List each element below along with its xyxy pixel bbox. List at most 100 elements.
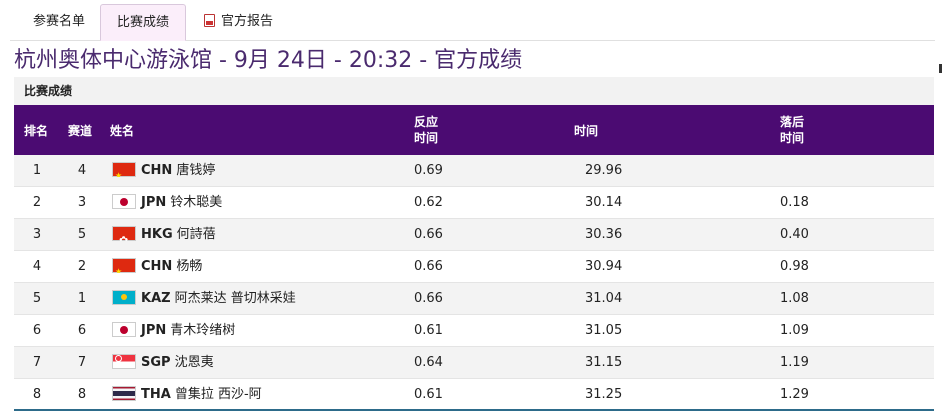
japan-flag-icon xyxy=(112,322,136,337)
column-label: 时间 xyxy=(414,131,439,145)
behind-cell: 1.08 xyxy=(780,291,809,306)
behind-cell: 1.29 xyxy=(780,387,809,402)
scrollbar[interactable] xyxy=(939,64,942,73)
lane-cell: 1 xyxy=(77,291,87,306)
table-row[interactable]: 8 8 THA 曾集拉 西沙-阿 0.61 31.25 1.29 xyxy=(14,379,934,411)
time-cell: 31.04 xyxy=(585,291,623,306)
column-label: 时间 xyxy=(574,123,599,138)
table-header: 排名 赛道 姓名 反应时间 时间 落后时间 xyxy=(14,105,934,155)
thailand-flag-icon xyxy=(112,386,136,401)
column-header-lane[interactable]: 赛道 xyxy=(68,105,92,155)
pdf-icon xyxy=(204,14,215,27)
behind-cell: 0.18 xyxy=(780,195,809,210)
noc-code: SGP xyxy=(141,355,171,370)
tab-label: 比赛成绩 xyxy=(116,15,169,30)
time-cell: 31.05 xyxy=(585,323,623,338)
time-cell: 30.36 xyxy=(585,227,623,242)
table-row[interactable]: 5 1 KAZ 阿杰莱达 普切林采娃 0.66 31.04 1.08 xyxy=(14,283,934,315)
tab-bar: 参赛名单 比赛成绩 官方报告 xyxy=(10,4,935,41)
athlete-name: 曾集拉 西沙-阿 xyxy=(174,387,262,402)
athlete-name: 杨畅 xyxy=(176,259,203,274)
noc-code: CHN xyxy=(141,259,173,274)
column-header-name[interactable]: 姓名 xyxy=(110,105,134,155)
column-label: 赛道 xyxy=(68,123,93,138)
tab-entry-list[interactable]: 参赛名单 xyxy=(20,4,98,40)
athlete-name: 阿杰莱达 普切林采娃 xyxy=(174,291,296,306)
lane-cell: 7 xyxy=(77,355,87,370)
athlete-cell[interactable]: KAZ 阿杰莱达 普切林采娃 xyxy=(112,283,296,314)
column-label: 时间 xyxy=(780,131,805,145)
tab-official-report[interactable]: 官方报告 xyxy=(198,4,298,40)
noc-code: THA xyxy=(141,387,171,402)
rank-cell: 1 xyxy=(32,163,42,178)
lane-cell: 6 xyxy=(77,323,87,338)
lane-cell: 2 xyxy=(77,259,87,274)
kazakhstan-flag-icon xyxy=(112,290,136,305)
reaction-time-cell: 0.61 xyxy=(414,323,443,338)
singapore-flag-icon xyxy=(112,354,136,369)
time-cell: 29.96 xyxy=(585,163,623,178)
page-title: 杭州奥体中心游泳馆 - 9月 24日 - 20:32 - 官方成绩 xyxy=(14,48,523,73)
column-label: 姓名 xyxy=(110,123,135,138)
rank-cell: 2 xyxy=(32,195,42,210)
behind-cell: 0.40 xyxy=(780,227,809,242)
athlete-cell[interactable]: JPN 青木玲绪树 xyxy=(112,315,235,346)
rank-cell: 3 xyxy=(32,227,42,242)
rank-cell: 5 xyxy=(32,291,42,306)
rank-cell: 7 xyxy=(32,355,42,370)
time-cell: 30.94 xyxy=(585,259,623,274)
reaction-time-cell: 0.61 xyxy=(414,387,443,402)
table-row[interactable]: 7 7 SGP 沈恩夷 0.64 31.15 1.19 xyxy=(14,347,934,379)
athlete-name: 唐钱婷 xyxy=(176,163,216,178)
rank-cell: 6 xyxy=(32,323,42,338)
noc-code: JPN xyxy=(141,195,167,210)
hong-kong-flag-icon xyxy=(112,226,136,241)
tab-label: 官方报告 xyxy=(221,14,274,29)
behind-cell: 0.98 xyxy=(780,259,809,274)
athlete-cell[interactable]: SGP 沈恩夷 xyxy=(112,347,214,378)
column-label: 反应 xyxy=(414,115,439,129)
rank-cell: 4 xyxy=(32,259,42,274)
athlete-cell[interactable]: JPN 铃木聪美 xyxy=(112,187,222,218)
lane-cell: 8 xyxy=(77,387,87,402)
noc-code: CHN xyxy=(141,163,173,178)
time-cell: 30.14 xyxy=(585,195,623,210)
tab-label: 参赛名单 xyxy=(32,14,85,29)
time-cell: 31.15 xyxy=(585,355,623,370)
reaction-time-cell: 0.66 xyxy=(414,291,443,306)
lane-cell: 4 xyxy=(77,163,87,178)
column-header-reaction[interactable]: 反应 时间 xyxy=(414,105,438,155)
column-label: 落后 xyxy=(780,115,805,129)
column-header-time[interactable]: 时间 xyxy=(574,105,598,155)
athlete-name: 铃木聪美 xyxy=(170,195,223,210)
noc-code: KAZ xyxy=(141,291,171,306)
table-row[interactable]: 6 6 JPN 青木玲绪树 0.61 31.05 1.09 xyxy=(14,315,934,347)
reaction-time-cell: 0.66 xyxy=(414,227,443,242)
noc-code: JPN xyxy=(141,323,167,338)
tab-results[interactable]: 比赛成绩 xyxy=(100,4,186,41)
reaction-time-cell: 0.66 xyxy=(414,259,443,274)
athlete-cell[interactable]: THA 曾集拉 西沙-阿 xyxy=(112,379,262,410)
athlete-name: 青木玲绪树 xyxy=(170,323,236,338)
column-label: 排名 xyxy=(24,123,49,138)
noc-code: HKG xyxy=(141,227,173,242)
athlete-name: 何詩蓓 xyxy=(176,227,216,242)
column-header-rank[interactable]: 排名 xyxy=(24,105,48,155)
column-header-behind[interactable]: 落后 时间 xyxy=(780,105,804,155)
china-flag-icon xyxy=(112,162,136,177)
japan-flag-icon xyxy=(112,194,136,209)
lane-cell: 3 xyxy=(77,195,87,210)
reaction-time-cell: 0.69 xyxy=(414,163,443,178)
lane-cell: 5 xyxy=(77,227,87,242)
china-flag-icon xyxy=(112,258,136,273)
behind-cell: 1.19 xyxy=(780,355,809,370)
table-row[interactable]: 2 3 JPN 铃木聪美 0.62 30.14 0.18 xyxy=(14,187,934,219)
athlete-name: 沈恩夷 xyxy=(174,355,214,370)
